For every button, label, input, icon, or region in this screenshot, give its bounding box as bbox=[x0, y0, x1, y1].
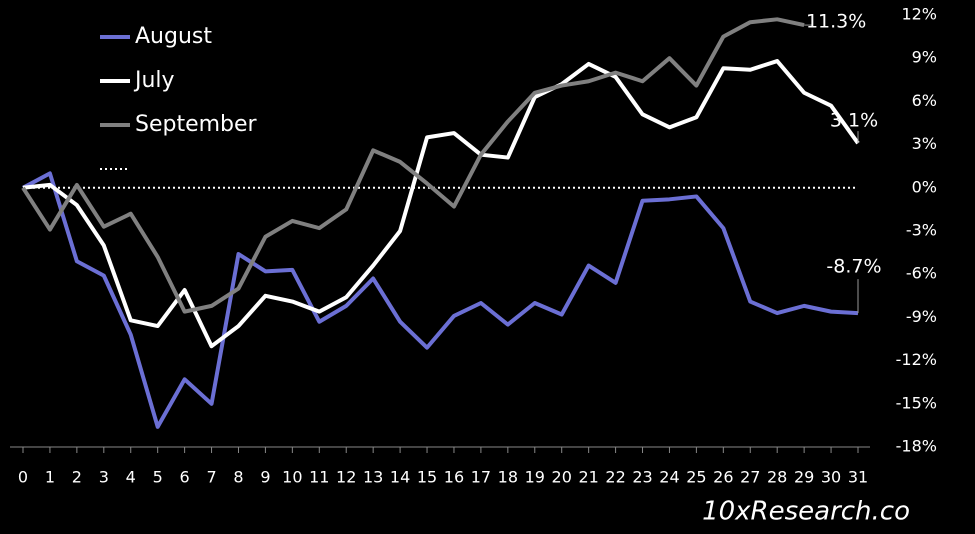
x-tick-label: 24 bbox=[659, 468, 679, 487]
x-tick-label: 12 bbox=[336, 468, 356, 487]
series-line bbox=[22, 59, 860, 349]
x-tick-label: 18 bbox=[498, 468, 518, 487]
watermark: 10xResearch.co bbox=[702, 497, 910, 527]
x-tick-label: 22 bbox=[605, 468, 625, 487]
y-tick-label: -18% bbox=[896, 437, 937, 456]
y-tick-label: -3% bbox=[906, 221, 937, 240]
x-tick-label: 20 bbox=[552, 468, 572, 487]
y-tick-label: 3% bbox=[912, 134, 937, 153]
x-tick-label: 16 bbox=[444, 468, 464, 487]
y-tick-label: -15% bbox=[896, 393, 937, 412]
legend-label: September bbox=[135, 112, 258, 137]
x-tick-label: 27 bbox=[740, 468, 760, 487]
data-label: -8.7% bbox=[826, 256, 881, 278]
y-tick-label: -9% bbox=[906, 307, 937, 326]
x-tick-label: 4 bbox=[126, 468, 136, 487]
x-tick-label: 15 bbox=[417, 468, 437, 487]
x-tick-label: 2 bbox=[72, 468, 82, 487]
legend-label: July bbox=[133, 68, 175, 93]
legend-label: August bbox=[135, 24, 212, 49]
x-tick-label: 19 bbox=[525, 468, 545, 487]
y-tick-label: -12% bbox=[896, 350, 937, 369]
y-tick-label: 0% bbox=[912, 177, 937, 196]
series-line bbox=[22, 171, 859, 429]
x-tick-label: 14 bbox=[390, 468, 410, 487]
x-tick-label: 3 bbox=[99, 468, 109, 487]
x-tick-label: 21 bbox=[578, 468, 598, 487]
y-tick-label: 9% bbox=[912, 48, 937, 67]
x-tick-label: 13 bbox=[363, 468, 383, 487]
x-tick-label: 8 bbox=[233, 468, 243, 487]
y-tick-label: 12% bbox=[901, 5, 937, 24]
x-tick-label: 31 bbox=[848, 468, 868, 487]
x-tick-label: 25 bbox=[686, 468, 706, 487]
x-tick-label: 23 bbox=[632, 468, 652, 487]
x-tick-label: 1 bbox=[45, 468, 55, 487]
x-tick-label: 5 bbox=[153, 468, 163, 487]
x-tick-label: 11 bbox=[309, 468, 329, 487]
x-tick-label: 6 bbox=[180, 468, 190, 487]
x-tick-label: 26 bbox=[713, 468, 733, 487]
data-label: 3.1% bbox=[830, 110, 878, 132]
x-tick-label: 28 bbox=[767, 468, 787, 487]
data-label: 11.3% bbox=[806, 11, 866, 33]
x-tick-label: 17 bbox=[471, 468, 491, 487]
y-tick-label: 6% bbox=[912, 91, 937, 110]
x-tick-label: 7 bbox=[206, 468, 216, 487]
x-tick-label: 9 bbox=[260, 468, 270, 487]
y-tick-label: -6% bbox=[906, 264, 937, 283]
x-tick-label: 30 bbox=[821, 468, 841, 487]
x-tick-label: 10 bbox=[282, 468, 302, 487]
x-tick-label: 29 bbox=[794, 468, 814, 487]
x-tick-label: 0 bbox=[18, 468, 28, 487]
series-line bbox=[21, 17, 805, 314]
